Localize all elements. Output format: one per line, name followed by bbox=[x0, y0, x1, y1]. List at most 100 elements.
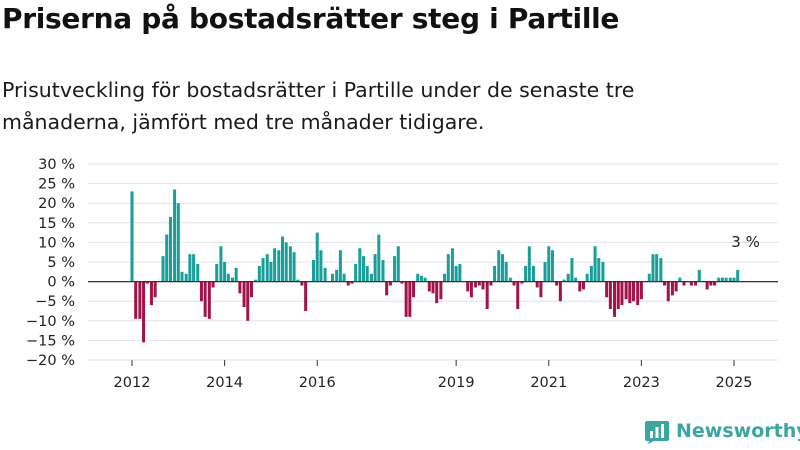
bar bbox=[385, 281, 389, 296]
page-subtitle: Prisutveckling för bostadsrätter i Parti… bbox=[2, 78, 635, 134]
bar bbox=[659, 258, 663, 282]
bar bbox=[269, 262, 273, 282]
bar bbox=[416, 273, 420, 282]
bar bbox=[315, 232, 319, 282]
bar bbox=[531, 265, 535, 282]
bar bbox=[562, 279, 566, 282]
bar bbox=[223, 262, 227, 282]
bar bbox=[663, 281, 667, 286]
bar bbox=[161, 256, 165, 282]
bar bbox=[709, 281, 713, 286]
brand-name: Newsworthy bbox=[676, 420, 800, 442]
bar bbox=[338, 250, 342, 282]
bar bbox=[393, 256, 397, 282]
bar bbox=[335, 269, 339, 282]
bar bbox=[226, 273, 230, 282]
bar bbox=[358, 248, 362, 282]
bar bbox=[207, 281, 211, 319]
bar bbox=[489, 281, 493, 286]
bar bbox=[516, 281, 520, 310]
bar bbox=[230, 277, 234, 282]
bar bbox=[242, 281, 246, 308]
bar bbox=[497, 250, 501, 282]
bar bbox=[419, 275, 423, 282]
bar bbox=[261, 258, 265, 282]
bar bbox=[624, 281, 628, 300]
bar bbox=[555, 281, 559, 286]
bar bbox=[165, 234, 169, 282]
y-tick-label: 15 % bbox=[38, 216, 75, 232]
bar bbox=[196, 263, 200, 282]
bar bbox=[539, 281, 543, 298]
bar bbox=[597, 258, 601, 282]
bar bbox=[527, 246, 531, 282]
bar bbox=[651, 254, 655, 282]
bar bbox=[142, 281, 146, 343]
bar bbox=[423, 277, 427, 282]
bar bbox=[176, 203, 180, 282]
x-tick-label: 2019 bbox=[438, 375, 475, 391]
bar bbox=[234, 267, 238, 282]
bar bbox=[377, 234, 381, 282]
bar bbox=[354, 263, 358, 282]
last-value-annotation: 3 % bbox=[731, 233, 760, 251]
bar bbox=[273, 248, 277, 282]
bar bbox=[388, 281, 392, 286]
bar bbox=[180, 271, 184, 282]
bar bbox=[697, 269, 701, 282]
bar bbox=[558, 281, 562, 302]
bar bbox=[550, 250, 554, 282]
bar bbox=[435, 281, 439, 304]
bar bbox=[639, 281, 643, 300]
bar bbox=[427, 281, 431, 292]
bar bbox=[466, 281, 470, 292]
bar bbox=[682, 281, 686, 286]
bar bbox=[280, 236, 285, 282]
y-tick-label: 20 % bbox=[38, 196, 75, 212]
bar bbox=[412, 281, 416, 298]
bar bbox=[192, 254, 196, 282]
bar bbox=[219, 246, 223, 282]
bar bbox=[485, 281, 489, 310]
bar bbox=[724, 277, 728, 282]
bar bbox=[365, 265, 369, 282]
bar bbox=[296, 279, 300, 282]
bar bbox=[620, 281, 624, 306]
bar bbox=[728, 277, 732, 282]
bar bbox=[500, 254, 504, 282]
bar bbox=[312, 260, 316, 282]
bar bbox=[647, 273, 651, 282]
bar bbox=[636, 281, 640, 306]
bar bbox=[454, 265, 458, 282]
bar bbox=[512, 281, 516, 286]
bar bbox=[400, 281, 404, 284]
bar bbox=[238, 281, 242, 294]
bar bbox=[373, 254, 377, 282]
bar bbox=[547, 246, 551, 282]
bar bbox=[203, 281, 207, 317]
bar bbox=[608, 281, 612, 310]
bar-chart: −20 % −15 % −10 % −5 % 0 % 5 % 10 % 15 % 20 % 25 … bbox=[26, 157, 778, 391]
bar bbox=[446, 254, 450, 282]
bar bbox=[628, 281, 632, 304]
bar bbox=[601, 262, 605, 282]
x-tick-label: 2012 bbox=[114, 375, 151, 391]
bar bbox=[717, 277, 721, 282]
y-tick-label: 10 % bbox=[38, 235, 75, 251]
bar bbox=[670, 281, 674, 296]
bar bbox=[674, 281, 678, 292]
y-tick-label: 25 % bbox=[38, 177, 75, 193]
bar bbox=[257, 265, 261, 282]
bar bbox=[188, 254, 192, 282]
x-tick-label: 2023 bbox=[623, 375, 660, 391]
bar bbox=[331, 273, 335, 282]
bar bbox=[168, 216, 172, 282]
bar bbox=[585, 273, 589, 282]
bar bbox=[493, 265, 497, 282]
bar bbox=[153, 281, 157, 298]
bar bbox=[408, 281, 412, 317]
bar bbox=[130, 191, 134, 282]
bar bbox=[249, 281, 253, 298]
bar bbox=[215, 263, 219, 282]
x-axis-ticks: 2012 2014 2016 2019 2021 2023 2025 bbox=[114, 360, 752, 391]
